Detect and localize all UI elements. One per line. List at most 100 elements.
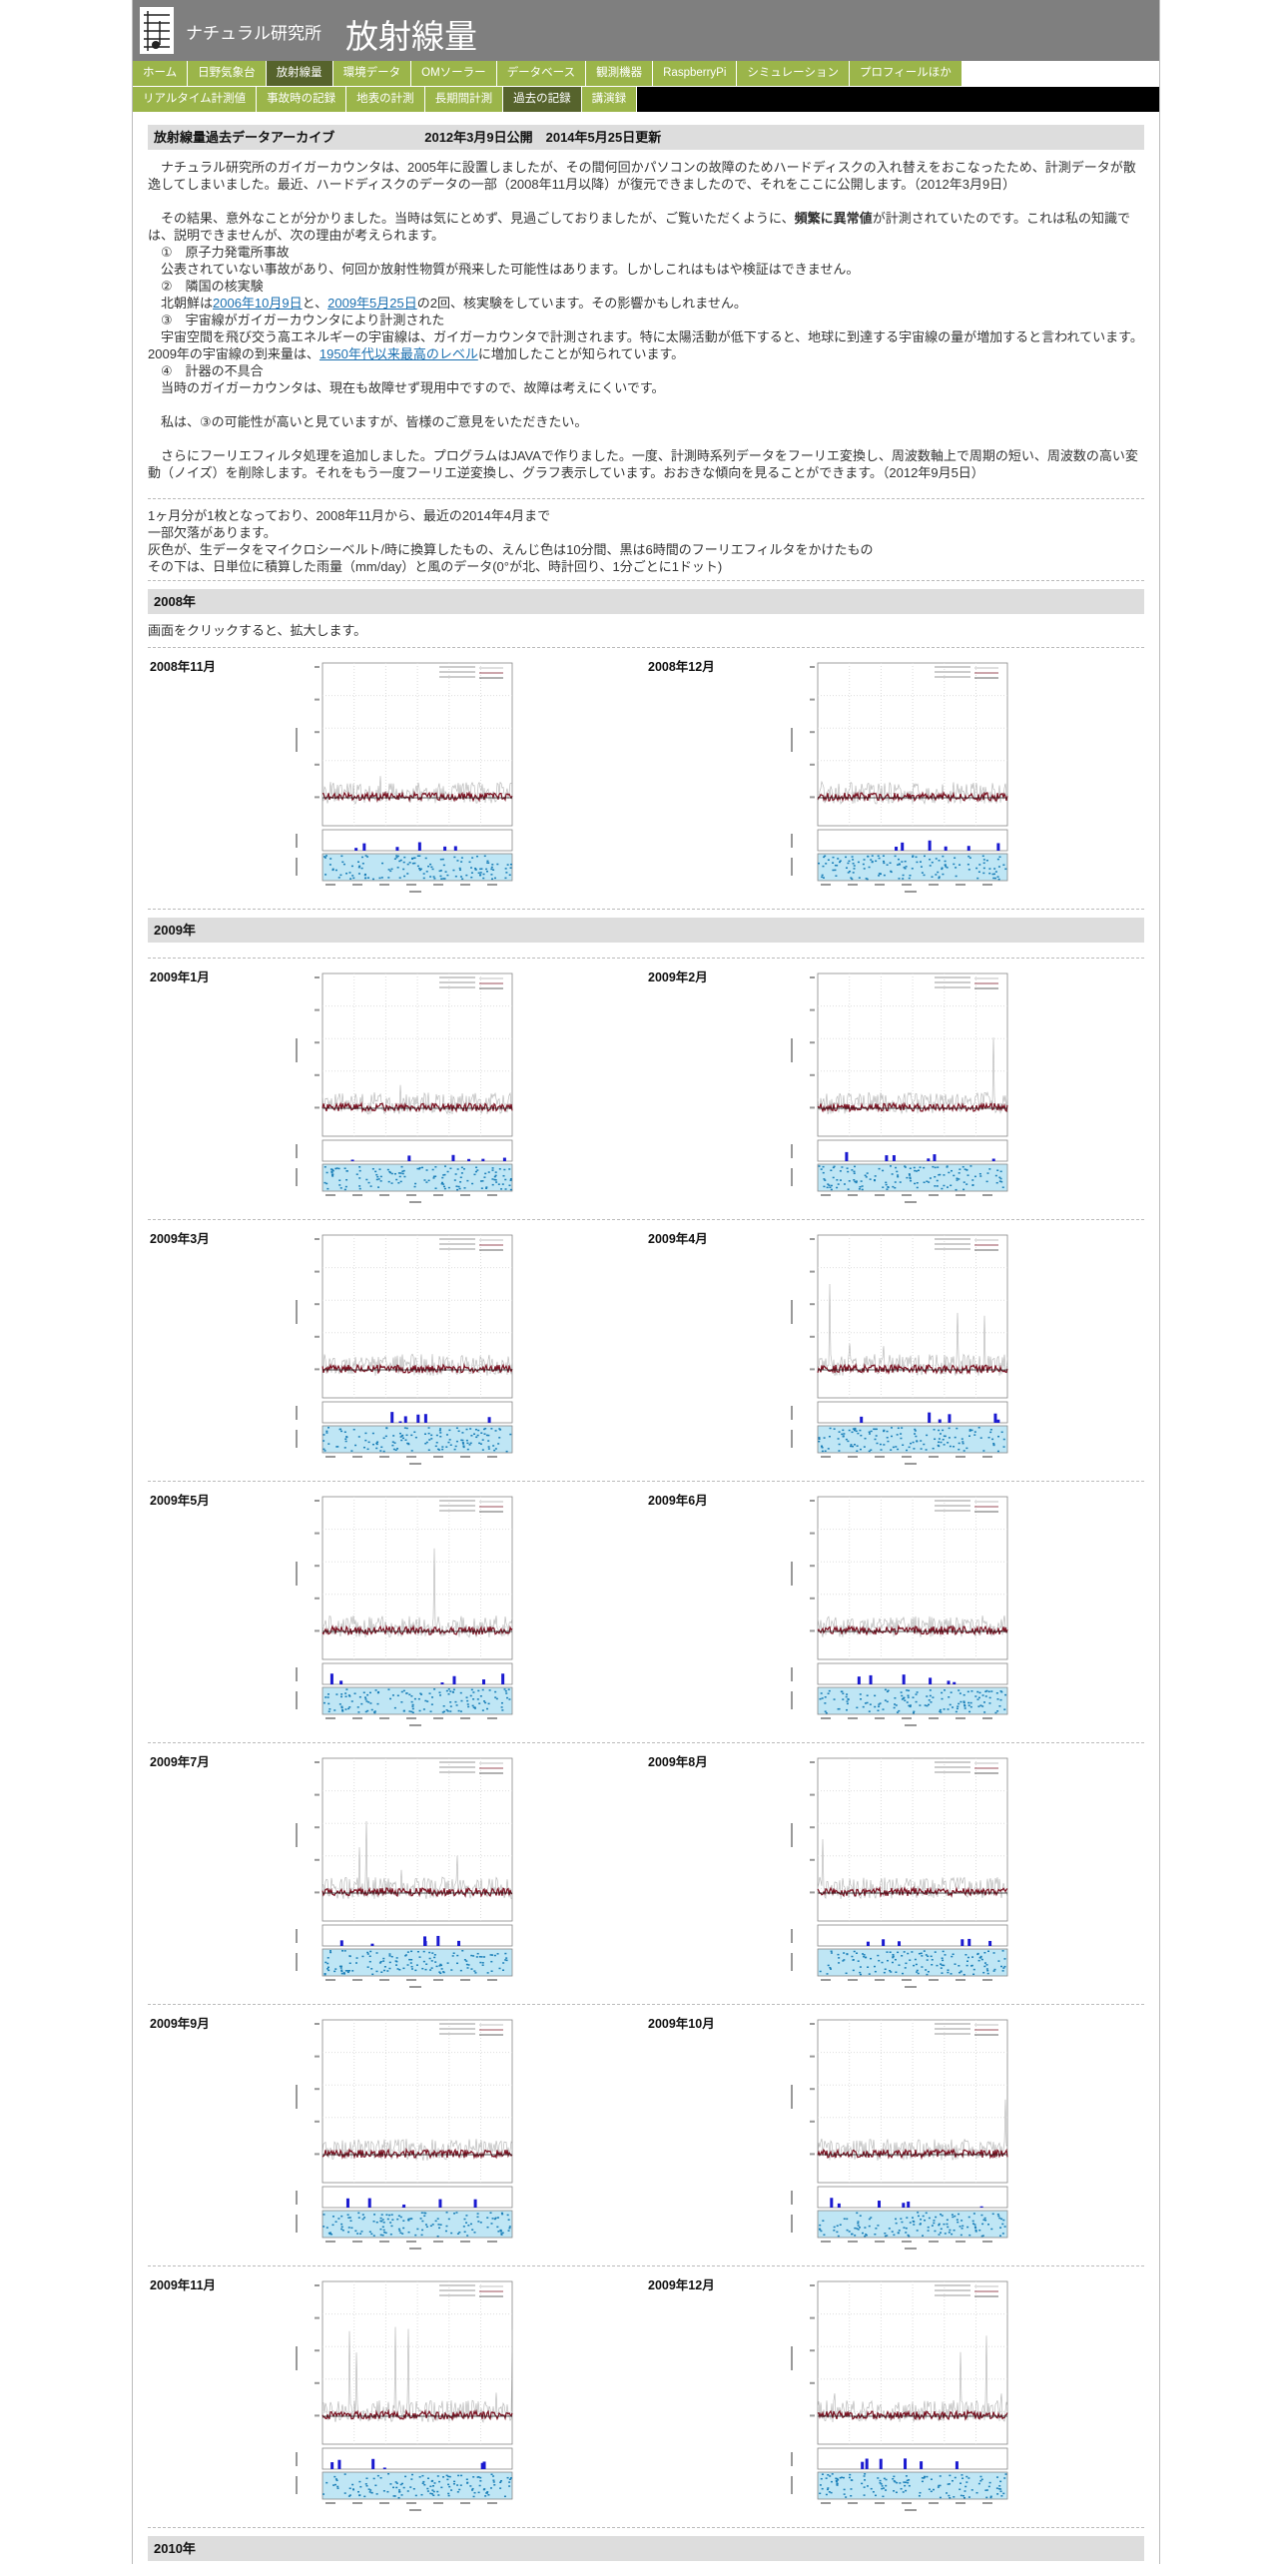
graph-row: 2009年9月 2009年10月 <box>148 2005 1144 2266</box>
graph-cell: 2009年2月 <box>646 959 1144 1219</box>
text: ① 原子力発電所事故 <box>161 245 290 260</box>
section-heading: 2010年 <box>148 2536 1144 2561</box>
nav-item[interactable]: 長期間計測 <box>424 87 504 112</box>
graph-cell: 2009年5月 <box>148 1482 646 1742</box>
nav-item[interactable]: RaspberryPi <box>653 61 738 86</box>
heading: 放射線量過去データアーカイブ <box>154 130 335 145</box>
text-line: その結果、意外なことが分かりました。当時は気にとめず、見過ごしておりましたが、ご… <box>148 210 1144 244</box>
section-heading: 2009年 <box>148 918 1144 943</box>
graph-cell: 2009年11月 <box>148 2266 646 2527</box>
nav-item[interactable]: 観測機器 <box>586 61 654 86</box>
graph-thumbnail[interactable] <box>290 1230 515 1470</box>
text: 私は、③の可能性が高いと見ていますが、皆様のご意見をいただきたい。 <box>161 414 588 429</box>
graph-thumbnail[interactable] <box>290 968 515 1208</box>
graph-thumbnail[interactable] <box>290 2276 515 2516</box>
text-line: ② 隣国の核実験 <box>148 278 1144 295</box>
text: ④ 計器の不具合 <box>161 363 264 378</box>
graph-cell: 2008年11月 <box>148 648 646 909</box>
note-line: 一部欠落があります。 <box>148 525 277 540</box>
link[interactable]: 1950年代以来最高のレベル <box>319 346 478 361</box>
nav-item[interactable]: プロフィールほか <box>849 61 962 86</box>
graph-cell: 2009年12月 <box>646 2266 1144 2527</box>
text-line: ナチュラル研究所のガイガーカウンタは、2005年に設置しましたが、その間何回かパ… <box>148 159 1144 193</box>
graph-cell: 2009年8月 <box>646 1743 1144 2004</box>
nav-item[interactable]: OMソーラー <box>411 61 497 86</box>
paragraph: 私は、③の可能性が高いと見ていますが、皆様のご意見をいただきたい。 <box>148 413 1144 430</box>
text: が計測されていたのです。これは私の知識では、説明できませんが、次の理由が考えられ… <box>148 211 1130 243</box>
nav-item[interactable]: ホーム <box>133 61 189 86</box>
paragraph: さらにフーリエフィルタ処理を追加しました。プログラムはJAVAで作りました。一度… <box>148 447 1144 481</box>
graph-row: 2009年5月 2009年6月 <box>148 1482 1144 1743</box>
section-heading: 2008年 <box>148 589 1144 614</box>
graph-thumbnail[interactable] <box>290 658 515 898</box>
graph-thumbnail[interactable] <box>785 1230 1010 1470</box>
nav-item[interactable]: シミュレーション <box>737 61 850 86</box>
month-label: 2009年5月 <box>150 1494 210 1508</box>
separator <box>148 498 1144 499</box>
link[interactable]: 2009年5月25日 <box>327 296 417 311</box>
text: と、 <box>302 296 328 311</box>
nav-item[interactable]: データベース <box>496 61 587 86</box>
graph-thumbnail[interactable] <box>785 968 1010 1208</box>
graph-thumbnail[interactable] <box>290 1753 515 1993</box>
nav-item[interactable]: 事故時の記録 <box>257 87 347 112</box>
nav-item[interactable]: リアルタイム計測値 <box>133 87 258 112</box>
graph-cell: 2009年4月 <box>646 1220 1144 1481</box>
nav-item[interactable]: 過去の記録 <box>503 87 582 112</box>
graph-thumbnail[interactable] <box>785 1492 1010 1731</box>
graph-thumbnail[interactable] <box>785 2276 1010 2516</box>
text-line: 私は、③の可能性が高いと見ていますが、皆様のご意見をいただきたい。 <box>148 413 1144 430</box>
text: その結果、意外なことが分かりました。当時は気にとめず、見過ごしておりましたが、ご… <box>161 211 795 226</box>
graph-cell: 2009年3月 <box>148 1220 646 1481</box>
text: の2回、核実験をしています。その影響かもしれません。 <box>416 296 747 311</box>
text-line: さらにフーリエフィルタ処理を追加しました。プログラムはJAVAで作りました。一度… <box>148 447 1144 481</box>
graph-cell: 2009年1月 <box>148 959 646 1219</box>
text: 宇宙空間を飛び交う高エネルギーの宇宙線は、ガイガーカウンタで計測されます。特に太… <box>148 329 1143 361</box>
month-label: 2009年3月 <box>150 1232 210 1246</box>
month-label: 2009年11月 <box>150 2278 217 2292</box>
paragraph: その結果、意外なことが分かりました。当時は気にとめず、見過ごしておりましたが、ご… <box>148 210 1144 396</box>
nav-item[interactable]: 放射線量 <box>266 61 333 86</box>
spacer <box>148 943 1144 958</box>
link[interactable]: 2006年10月9日 <box>213 296 303 311</box>
logo[interactable] <box>140 7 174 54</box>
nav-item[interactable]: 地表の計測 <box>346 87 425 112</box>
note-line: 1ヶ月分が1枚となっており、2008年11月から、最近の2014年4月まで <box>148 508 551 523</box>
graph-thumbnail[interactable] <box>290 2015 515 2254</box>
graph-cell: 2009年10月 <box>646 2005 1144 2265</box>
content: 放射線量過去データアーカイブ 2012年3月9日公開 2014年5月25日更新 ナ… <box>133 125 1159 2576</box>
graph-row: 2009年7月 2009年8月 <box>148 1743 1144 2005</box>
text: に増加したことが知られています。 <box>477 346 685 361</box>
graph-thumbnail[interactable] <box>785 2015 1010 2254</box>
note-line: その下は、日単位に積算した雨量（mm/day）と風のデータ(0°が北、時計回り、… <box>148 559 723 574</box>
text: ② 隣国の核実験 <box>161 279 264 294</box>
graph-thumbnail[interactable] <box>785 1753 1010 1993</box>
text: さらにフーリエフィルタ処理を追加しました。プログラムはJAVAで作りました。一度… <box>148 448 1138 480</box>
org-name: ナチュラル研究所 <box>186 24 321 43</box>
text-line: ③ 宇宙線がガイガーカウンタにより計測された <box>148 312 1144 328</box>
graph-row: 2008年11月 2008年12月 <box>148 648 1144 910</box>
graph-cell: 2008年12月 <box>646 648 1144 909</box>
nav-item[interactable]: 日野気象台 <box>188 61 267 86</box>
nav-item[interactable]: 講演録 <box>581 87 638 112</box>
graph-thumbnail[interactable] <box>290 1492 515 1731</box>
month-label: 2009年1月 <box>150 970 210 984</box>
month-label: 2009年7月 <box>150 1755 210 1769</box>
text-line: 当時のガイガーカウンタは、現在も故障せず現用中ですので、故障は考えにくいです。 <box>148 379 1144 396</box>
month-label: 2009年8月 <box>648 1755 708 1769</box>
month-label: 2009年9月 <box>150 2017 210 2031</box>
nav-item[interactable]: 環境データ <box>332 61 412 86</box>
separator <box>148 580 1144 581</box>
graph-thumbnail[interactable] <box>785 658 1010 898</box>
month-label: 2009年4月 <box>648 1232 708 1246</box>
spacer <box>148 2561 1144 2576</box>
note-line: 灰色が、生データをマイクロシーベルト/時に換算したもの、えんじ色は10分間、黒は… <box>148 542 874 557</box>
month-label: 2008年11月 <box>150 660 217 674</box>
graph-row: 2009年11月 2009年12月 <box>148 2266 1144 2528</box>
month-label: 2008年12月 <box>648 660 715 674</box>
month-label: 2009年10月 <box>648 2017 715 2031</box>
text: ③ 宇宙線がガイガーカウンタにより計測された <box>161 313 445 327</box>
text-line: ④ 計器の不具合 <box>148 362 1144 379</box>
dates: 2012年3月9日公開 2014年5月25日更新 <box>424 130 662 145</box>
